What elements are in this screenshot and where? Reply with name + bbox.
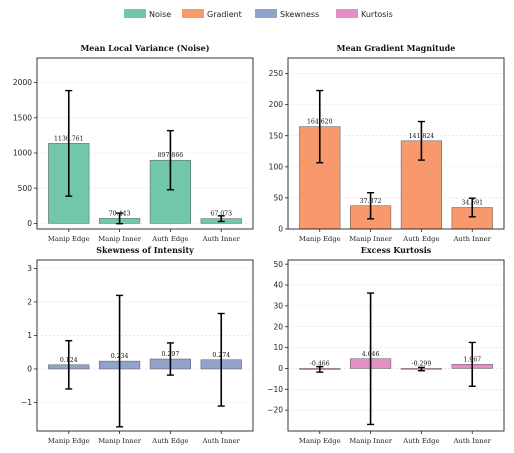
y-tick-label: 1500: [13, 113, 32, 122]
y-tick-label: 0: [278, 364, 283, 373]
x-tick-label: Manip Edge: [299, 437, 341, 445]
y-tick-label: 20: [273, 322, 283, 331]
x-tick-label: Auth Edge: [402, 437, 439, 445]
y-tick-label: 500: [18, 184, 33, 193]
y-tick-label: 50: [273, 260, 283, 269]
chart-panel-4: Excess Kurtosis −20 −10 0 10 20 30 40 50 -0.466 Ma…: [267, 245, 505, 445]
data-label: 0.274: [212, 352, 230, 359]
y-tick-label: −10: [267, 385, 283, 394]
plot-frame: [287, 57, 505, 230]
y-tick-label: −1: [21, 398, 32, 407]
y-tick-label: 1000: [13, 149, 32, 158]
legend-label-gradient: Gradient: [207, 10, 242, 19]
chart-panel-1: Mean Local Variance (Noise) 0 500 1000 1500 2…: [13, 43, 254, 243]
legend-label-kurtosis: Kurtosis: [361, 10, 393, 19]
x-tick-label: Manip Inner: [98, 437, 142, 445]
legend-swatch-noise: [124, 9, 146, 18]
chart-panels: Mean Local Variance (Noise)0500100015002…: [13, 43, 505, 445]
legend-label-skewness: Skewness: [280, 10, 319, 19]
data-label: 34.591: [461, 199, 483, 206]
y-tick-label: 50: [273, 194, 283, 203]
data-label: 37.372: [360, 198, 382, 205]
x-tick-label: Manip Edge: [299, 235, 341, 243]
chart-title: Skewness of Intensity: [96, 245, 194, 255]
chart-title: Mean Local Variance (Noise): [80, 43, 209, 53]
x-tick-label: Manip Inner: [349, 437, 393, 445]
y-tick-label: 3: [27, 264, 32, 273]
x-tick-label: Manip Edge: [48, 235, 90, 243]
y-tick-label: 2000: [13, 78, 32, 87]
legend-swatch-gradient: [182, 9, 204, 18]
data-label: -0.299: [412, 360, 432, 367]
data-label: 1136.761: [54, 135, 84, 142]
chart-panel-3: Skewness of Intensity −1 0 1 2 3 0.124 Manip Ed…: [21, 245, 254, 445]
data-label: -0.466: [310, 360, 330, 367]
legend-swatch-skewness: [255, 9, 277, 18]
data-label: 67.073: [210, 211, 232, 218]
x-tick-label: Auth Inner: [453, 235, 492, 243]
data-label: 897.866: [158, 152, 184, 159]
plot-frame: [36, 57, 254, 230]
y-tick-label: 0: [278, 225, 283, 234]
chart-panel-2: Mean Gradient Magnitude 0 50 100 150 200 250 16…: [269, 43, 505, 243]
x-tick-label: Manip Inner: [349, 235, 393, 243]
x-tick-label: Auth Edge: [402, 235, 439, 243]
y-tick-label: 100: [269, 162, 284, 171]
y-tick-label: 0: [27, 365, 32, 374]
x-tick-label: Manip Inner: [98, 235, 142, 243]
data-label: 70.443: [109, 210, 131, 217]
x-tick-label: Manip Edge: [48, 437, 90, 445]
y-tick-label: 250: [269, 69, 284, 78]
y-tick-label: −20: [267, 406, 283, 415]
y-tick-label: 30: [273, 301, 283, 310]
data-label: 0.234: [111, 353, 129, 360]
data-label: 1.967: [463, 356, 481, 363]
data-label: 0.297: [162, 351, 180, 358]
data-label: 4.646: [362, 351, 380, 358]
y-tick-label: 2: [27, 298, 32, 307]
y-tick-label: 200: [269, 100, 284, 109]
y-tick-label: 1: [27, 331, 32, 340]
x-tick-label: Auth Edge: [151, 235, 188, 243]
y-tick-label: 10: [273, 343, 283, 352]
y-tick-label: 0: [27, 219, 32, 228]
y-tick-label: 150: [269, 131, 284, 140]
legend-label-noise: Noise: [149, 10, 171, 19]
legend-swatch-kurtosis: [336, 9, 358, 18]
x-tick-label: Auth Inner: [202, 437, 241, 445]
x-tick-label: Auth Inner: [453, 437, 492, 445]
chart-title: Mean Gradient Magnitude: [337, 43, 456, 53]
x-tick-label: Auth Edge: [151, 437, 188, 445]
plot-frame: [36, 259, 254, 432]
y-tick-label: 40: [273, 281, 283, 290]
data-label: 141.824: [409, 133, 435, 140]
chart-title: Excess Kurtosis: [361, 245, 432, 255]
x-tick-label: Auth Inner: [202, 235, 241, 243]
data-label: 164.620: [307, 119, 333, 126]
plot-frame: [287, 259, 505, 432]
data-label: 0.124: [60, 357, 78, 364]
legend: Noise Gradient Skewness Kurtosis: [124, 9, 393, 19]
